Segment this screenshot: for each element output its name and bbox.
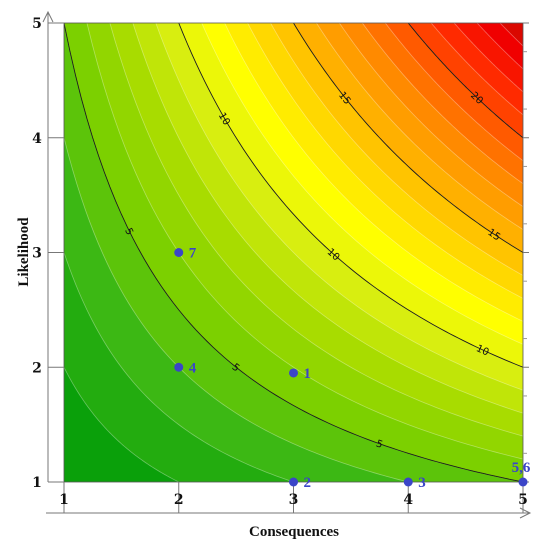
x-tick-label: 5 <box>518 492 528 508</box>
contour-line-15 <box>293 23 523 253</box>
x-tick-label: 2 <box>174 492 184 508</box>
point-marker-7 <box>174 248 184 257</box>
band-edge-7 <box>109 23 523 437</box>
band-edge-14 <box>270 23 523 276</box>
point-marker-2 <box>289 477 298 487</box>
contour-label-5: 5 <box>374 438 384 451</box>
band-edge-11 <box>201 23 523 345</box>
band-edge-24 <box>499 23 523 47</box>
band-edge-22 <box>453 23 523 93</box>
contour-label-group: 5 <box>230 362 242 375</box>
y-tick-label: 1 <box>32 475 42 491</box>
point-label-7: 7 <box>189 246 197 262</box>
contour-label-group: 10 <box>474 343 490 358</box>
band-edge-9 <box>155 23 523 391</box>
band-edge-18 <box>362 23 523 184</box>
band-edge-16 <box>316 23 523 230</box>
band-edge-3 <box>64 252 294 482</box>
contour-line-10 <box>178 23 523 368</box>
y-axis-title: Likelihood <box>16 217 32 287</box>
data-points: 1 2 3 4 5,6 7 <box>174 246 531 491</box>
point-marker-5-6 <box>518 477 528 487</box>
contour-label-group: 5 <box>374 438 384 451</box>
band-edge-12 <box>224 23 523 322</box>
y-tick-label: 2 <box>32 360 42 376</box>
band-edge-6 <box>86 23 523 460</box>
band-24 <box>500 23 523 46</box>
contour-label-5: 5 <box>122 226 135 237</box>
x-tick-label: 3 <box>289 492 299 508</box>
point-label-2: 2 <box>304 475 312 491</box>
band-edge-2 <box>64 367 179 482</box>
point-label-3: 3 <box>418 475 426 491</box>
contour-line-20 <box>407 23 523 139</box>
point-label-4: 4 <box>189 360 197 376</box>
band-edge-17 <box>339 23 523 207</box>
point-marker-3 <box>403 477 413 487</box>
x-tick-label: 1 <box>59 492 69 508</box>
contour-line-5 <box>64 23 523 482</box>
band-edge-8 <box>132 23 523 414</box>
band-edge-19 <box>384 23 523 162</box>
x-axis-title: Consequences <box>249 524 339 540</box>
y-tick-label: 5 <box>32 16 42 32</box>
contour-label-5: 5 <box>230 362 242 375</box>
contour-label-10: 10 <box>474 343 490 358</box>
point-label-5-6: 5,6 <box>512 460 531 476</box>
point-marker-4 <box>174 362 184 372</box>
point-label-1: 1 <box>304 366 312 382</box>
y-tick-label: 3 <box>32 246 42 262</box>
band-edge-13 <box>247 23 523 299</box>
band-edge-23 <box>476 23 523 70</box>
band-edge-4 <box>64 137 409 482</box>
point-marker-1 <box>289 368 298 378</box>
contour-label-group: 5 <box>122 226 135 237</box>
band-edge-21 <box>430 23 523 116</box>
x-tick-label: 4 <box>403 492 413 508</box>
y-tick-label: 4 <box>32 131 42 147</box>
contour-fill <box>64 23 523 482</box>
y-axis-arrow <box>42 10 54 23</box>
